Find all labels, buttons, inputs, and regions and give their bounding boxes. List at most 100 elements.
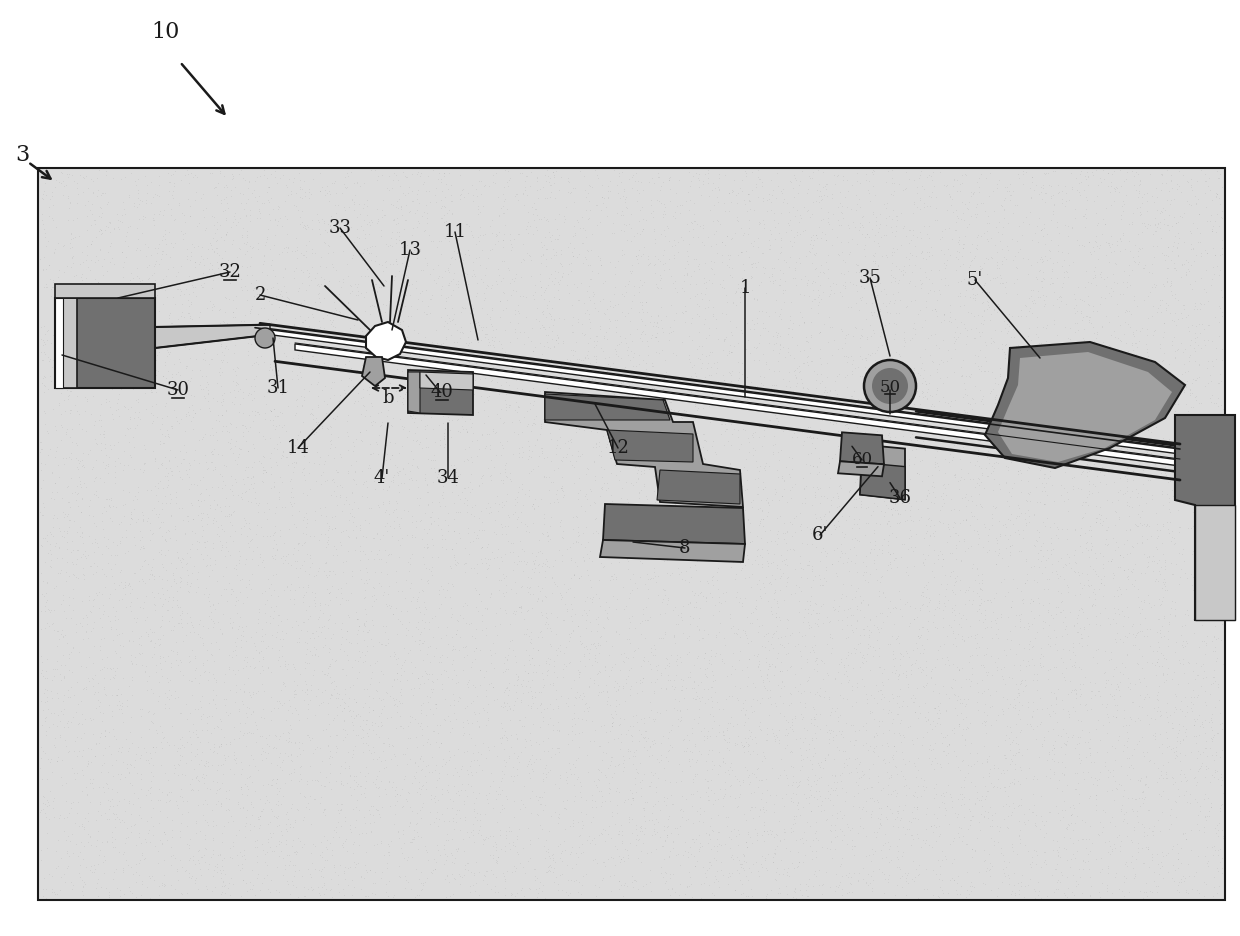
Point	[694, 646, 714, 661]
Point	[885, 812, 905, 826]
Point	[709, 550, 729, 565]
Point	[221, 384, 241, 399]
Point	[944, 725, 963, 740]
Point	[728, 280, 748, 295]
Point	[699, 854, 719, 869]
Point	[728, 490, 748, 505]
Point	[1133, 856, 1153, 870]
Point	[57, 843, 77, 858]
Point	[31, 319, 51, 334]
Point	[895, 866, 915, 881]
Point	[569, 828, 589, 843]
Point	[264, 843, 284, 858]
Point	[973, 854, 993, 869]
Point	[604, 356, 624, 371]
Point	[361, 253, 381, 268]
Point	[999, 798, 1019, 813]
Point	[916, 270, 936, 285]
Point	[713, 727, 733, 742]
Point	[226, 750, 246, 765]
Point	[764, 729, 784, 744]
Point	[401, 287, 420, 302]
Point	[351, 390, 371, 405]
Point	[472, 872, 492, 887]
Point	[960, 649, 980, 664]
Point	[1097, 725, 1117, 740]
Point	[454, 556, 474, 571]
Point	[520, 647, 539, 662]
Point	[1157, 651, 1177, 666]
Point	[529, 737, 549, 752]
Point	[428, 819, 448, 834]
Point	[50, 632, 69, 647]
Point	[796, 814, 816, 829]
Point	[1076, 489, 1096, 504]
Point	[939, 652, 959, 667]
Point	[636, 383, 656, 398]
Point	[357, 576, 377, 591]
Point	[206, 460, 226, 475]
Point	[405, 754, 425, 769]
Point	[1166, 431, 1185, 446]
Point	[759, 362, 779, 377]
Point	[843, 661, 863, 676]
Point	[639, 550, 658, 565]
Point	[646, 256, 666, 271]
Point	[1151, 204, 1171, 219]
Point	[650, 384, 670, 399]
Point	[384, 502, 404, 517]
Point	[360, 214, 379, 229]
Point	[950, 258, 970, 273]
Point	[68, 187, 88, 202]
Point	[474, 868, 494, 883]
Point	[109, 794, 129, 809]
Point	[637, 502, 657, 517]
Point	[918, 227, 937, 241]
Point	[1178, 174, 1198, 189]
Point	[810, 783, 830, 798]
Point	[165, 521, 185, 536]
Point	[779, 466, 799, 481]
Point	[366, 248, 386, 263]
Point	[947, 320, 967, 335]
Point	[712, 855, 732, 870]
Point	[288, 427, 308, 442]
Point	[340, 354, 360, 369]
Point	[270, 522, 290, 537]
Point	[458, 788, 477, 803]
Point	[900, 430, 920, 445]
Point	[175, 740, 195, 755]
Point	[714, 373, 734, 388]
Point	[432, 282, 451, 297]
Point	[401, 379, 420, 394]
Point	[1185, 334, 1205, 349]
Point	[836, 464, 856, 479]
Point	[826, 818, 846, 833]
Point	[977, 752, 997, 767]
Point	[786, 508, 806, 523]
Point	[914, 778, 934, 793]
Point	[203, 535, 223, 550]
Point	[1188, 371, 1208, 386]
Bar	[38, 168, 1225, 900]
Point	[1190, 516, 1210, 531]
Point	[631, 781, 651, 796]
Point	[639, 530, 658, 545]
Point	[1125, 517, 1145, 532]
Point	[95, 687, 115, 702]
Point	[477, 327, 497, 342]
Point	[720, 232, 740, 247]
Point	[155, 533, 175, 548]
Point	[1106, 635, 1126, 650]
Point	[978, 810, 998, 825]
Point	[730, 563, 750, 578]
Point	[1009, 608, 1029, 623]
Point	[118, 402, 138, 417]
Point	[973, 615, 993, 630]
Point	[683, 675, 703, 690]
Point	[589, 828, 609, 843]
Point	[315, 853, 335, 868]
Point	[124, 196, 144, 211]
Point	[818, 790, 838, 805]
Point	[413, 636, 433, 651]
